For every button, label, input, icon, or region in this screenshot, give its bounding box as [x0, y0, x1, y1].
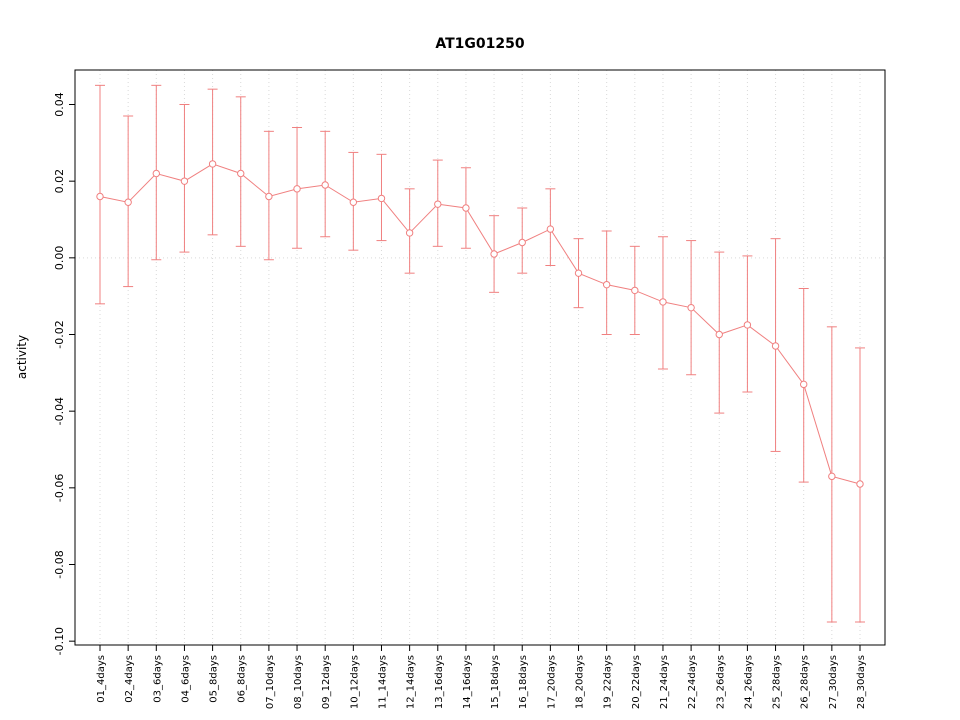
- data-point: [602, 280, 611, 289]
- x-tick-label: 03_6days: [152, 655, 163, 703]
- y-tick-label: 0.04: [53, 92, 66, 117]
- data-point: [518, 238, 526, 247]
- data-point: [124, 198, 132, 206]
- x-tick-label: 22_24days: [687, 655, 698, 709]
- data-point: [293, 185, 301, 193]
- data-point: [800, 380, 808, 389]
- data-point: [208, 160, 217, 168]
- data-point: [96, 192, 104, 201]
- series-line: [99, 163, 861, 485]
- x-tick-label: 18_20days: [575, 655, 586, 709]
- data-point: [856, 480, 864, 488]
- data-point: [405, 229, 414, 237]
- x-tick-label: 26_28days: [800, 655, 811, 709]
- x-tick-label: 05_8days: [209, 655, 220, 703]
- gridlines: [75, 70, 885, 645]
- y-tick-label: -0.02: [53, 320, 66, 348]
- x-tick-label: 15_18days: [490, 655, 501, 709]
- x-tick-label: 01_4days: [96, 655, 107, 703]
- y-tick-label: -0.04: [53, 397, 66, 425]
- data-point: [265, 192, 273, 201]
- x-tick-label: 13_16days: [434, 655, 445, 709]
- x-tick-label: 11_14days: [377, 655, 388, 709]
- x-tick-label: 08_10days: [293, 655, 304, 709]
- x-tick-label: 19_22days: [603, 655, 614, 709]
- y-axis: -0.10 -0.08 -0.06 -0.04 -0.02 0.00 0.02 0.04: [53, 92, 75, 655]
- x-tick-label: 27_30days: [828, 655, 839, 709]
- data-point: [546, 225, 555, 233]
- data-point: [434, 200, 442, 208]
- x-tick-label: 09_12days: [321, 655, 332, 709]
- x-tick-label: 04_6days: [180, 655, 191, 703]
- data-point: [715, 330, 723, 339]
- x-tick-label: 06_8days: [237, 655, 248, 703]
- data-point: [321, 181, 329, 189]
- chart-title: AT1G01250: [435, 36, 525, 52]
- data-point: [574, 269, 583, 277]
- y-tick-label: 0.02: [53, 169, 66, 194]
- plot-border: [74, 69, 886, 646]
- y-tick-label: -0.10: [53, 627, 66, 655]
- x-tick-label: 02_4days: [124, 655, 135, 703]
- data-point: [631, 286, 639, 295]
- data-point: [349, 198, 358, 206]
- data-point: [377, 194, 386, 203]
- data-point: [687, 303, 695, 312]
- x-tick-label: 20_22days: [631, 655, 642, 709]
- y-tick-label: 0.00: [53, 246, 66, 271]
- x-axis: 01_4days 02_4days 03_6days 04_6days 05_8days…: [96, 645, 867, 709]
- data-point: [771, 342, 780, 350]
- y-tick-label: -0.06: [53, 474, 66, 502]
- x-tick-label: 16_18days: [518, 655, 529, 709]
- y-tick-label: -0.08: [53, 550, 66, 578]
- data-point: [180, 177, 189, 185]
- x-tick-label: 23_26days: [715, 655, 726, 709]
- data-point: [828, 472, 836, 481]
- x-tick-label: 21_24days: [659, 655, 670, 709]
- data-point: [462, 204, 470, 212]
- x-tick-label: 25_28days: [772, 655, 783, 709]
- data-points: [96, 160, 864, 488]
- data-point: [490, 250, 498, 258]
- data-point: [743, 321, 752, 329]
- data-point: [659, 298, 667, 306]
- x-tick-label: 17_20days: [546, 655, 557, 709]
- data-point: [237, 169, 245, 178]
- x-tick-label: 14_16days: [462, 655, 473, 709]
- x-tick-label: 12_14days: [406, 655, 417, 709]
- x-tick-label: 24_26days: [743, 655, 754, 709]
- x-tick-label: 28_30days: [856, 655, 867, 709]
- x-tick-label: 10_12days: [349, 655, 360, 709]
- x-tick-label: 07_10days: [265, 655, 276, 709]
- data-point: [152, 169, 160, 178]
